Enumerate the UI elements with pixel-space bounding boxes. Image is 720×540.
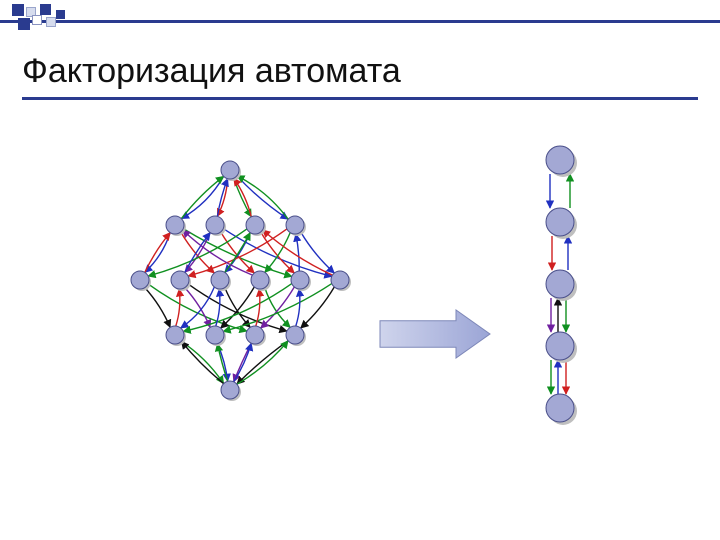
diagram-svg [0,100,720,540]
transform-arrow [380,310,490,358]
diagram-area [0,100,720,540]
page-title: Факторизация автомата [22,52,720,91]
header-squares [12,4,122,34]
header-decor [0,0,720,38]
